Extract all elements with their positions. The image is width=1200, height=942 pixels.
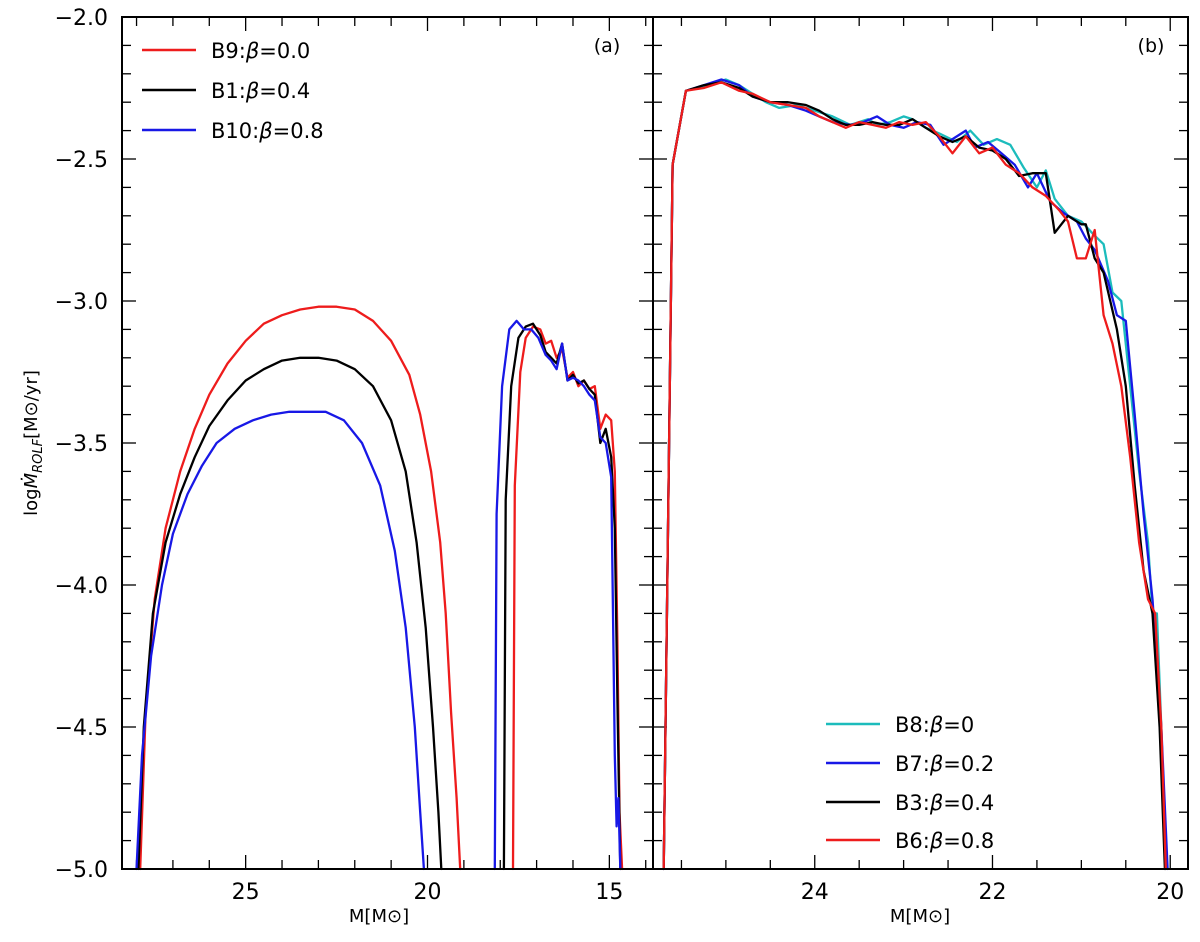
panel-a-tag: (a) bbox=[594, 35, 620, 57]
panel-b-tick-labels: 24 22 20 bbox=[801, 880, 1184, 905]
x-axis-label-b: M[M⊙] bbox=[890, 906, 950, 927]
legend-a-entry-0: B9:β=0.0 bbox=[211, 39, 310, 63]
y-tick-label: −2.0 bbox=[55, 6, 108, 31]
x-tick-label: 25 bbox=[232, 880, 260, 905]
legend-a-entry-1: B1:β=0.4 bbox=[211, 79, 310, 103]
x-tick-label: 22 bbox=[978, 880, 1006, 905]
panel-b-frame bbox=[652, 16, 1189, 870]
legend-b-entry-0: B8:β=0 bbox=[895, 713, 974, 737]
panel-b-ticks bbox=[653, 16, 1188, 870]
y-axis-label: logṀROLF[M⊙/yr] bbox=[21, 370, 46, 516]
panel-b-legend: B8:β=0 B7:β=0.2 B3:β=0.4 B6:β=0.8 bbox=[826, 713, 994, 853]
series-a-b9-segment-0 bbox=[139, 305, 462, 871]
series-b-b8-segment-0 bbox=[662, 78, 1167, 871]
series-b-b3-segment-0 bbox=[662, 81, 1167, 871]
series-a-b10-segment-1 bbox=[493, 319, 622, 871]
y-tick-label: −5.0 bbox=[55, 858, 108, 883]
series-b-b7-segment-0 bbox=[662, 78, 1169, 871]
y-tick-label: −2.5 bbox=[55, 148, 108, 173]
x-axis-label-a: M[M⊙] bbox=[349, 906, 409, 927]
x-tick-label: 15 bbox=[595, 880, 623, 905]
panel-a-tick-labels: −5.0 −4.5 −4.0 −3.5 −3.0 −2.5 −2.0 25 20 15 bbox=[55, 6, 624, 905]
y-tick-label: −4.5 bbox=[55, 716, 108, 741]
legend-b-entry-3: B6:β=0.8 bbox=[895, 829, 994, 853]
x-tick-label: 20 bbox=[1156, 880, 1184, 905]
panel-b-tag: (b) bbox=[1138, 35, 1165, 57]
series-a-b1-segment-1 bbox=[502, 322, 622, 871]
legend-b-entry-1: B7:β=0.2 bbox=[895, 752, 994, 776]
series-b-b6-segment-0 bbox=[662, 81, 1167, 871]
y-tick-label: −3.5 bbox=[55, 432, 108, 457]
series-a-b9-segment-1 bbox=[511, 325, 624, 871]
panel-a-legend: B9:β=0.0 B1:β=0.4 B10:β=0.8 bbox=[142, 39, 324, 143]
legend-b-entry-2: B3:β=0.4 bbox=[895, 791, 994, 815]
panel-a-series bbox=[135, 305, 624, 871]
legend-a-entry-2: B10:β=0.8 bbox=[211, 119, 324, 143]
x-tick-label: 24 bbox=[801, 880, 829, 905]
series-a-b10-segment-0 bbox=[135, 410, 426, 871]
y-tick-label: −3.0 bbox=[55, 290, 108, 315]
x-tick-label: 20 bbox=[414, 880, 442, 905]
panel-b-series bbox=[662, 78, 1169, 871]
series-a-b1-segment-0 bbox=[137, 356, 443, 871]
y-tick-label: −4.0 bbox=[55, 574, 108, 599]
